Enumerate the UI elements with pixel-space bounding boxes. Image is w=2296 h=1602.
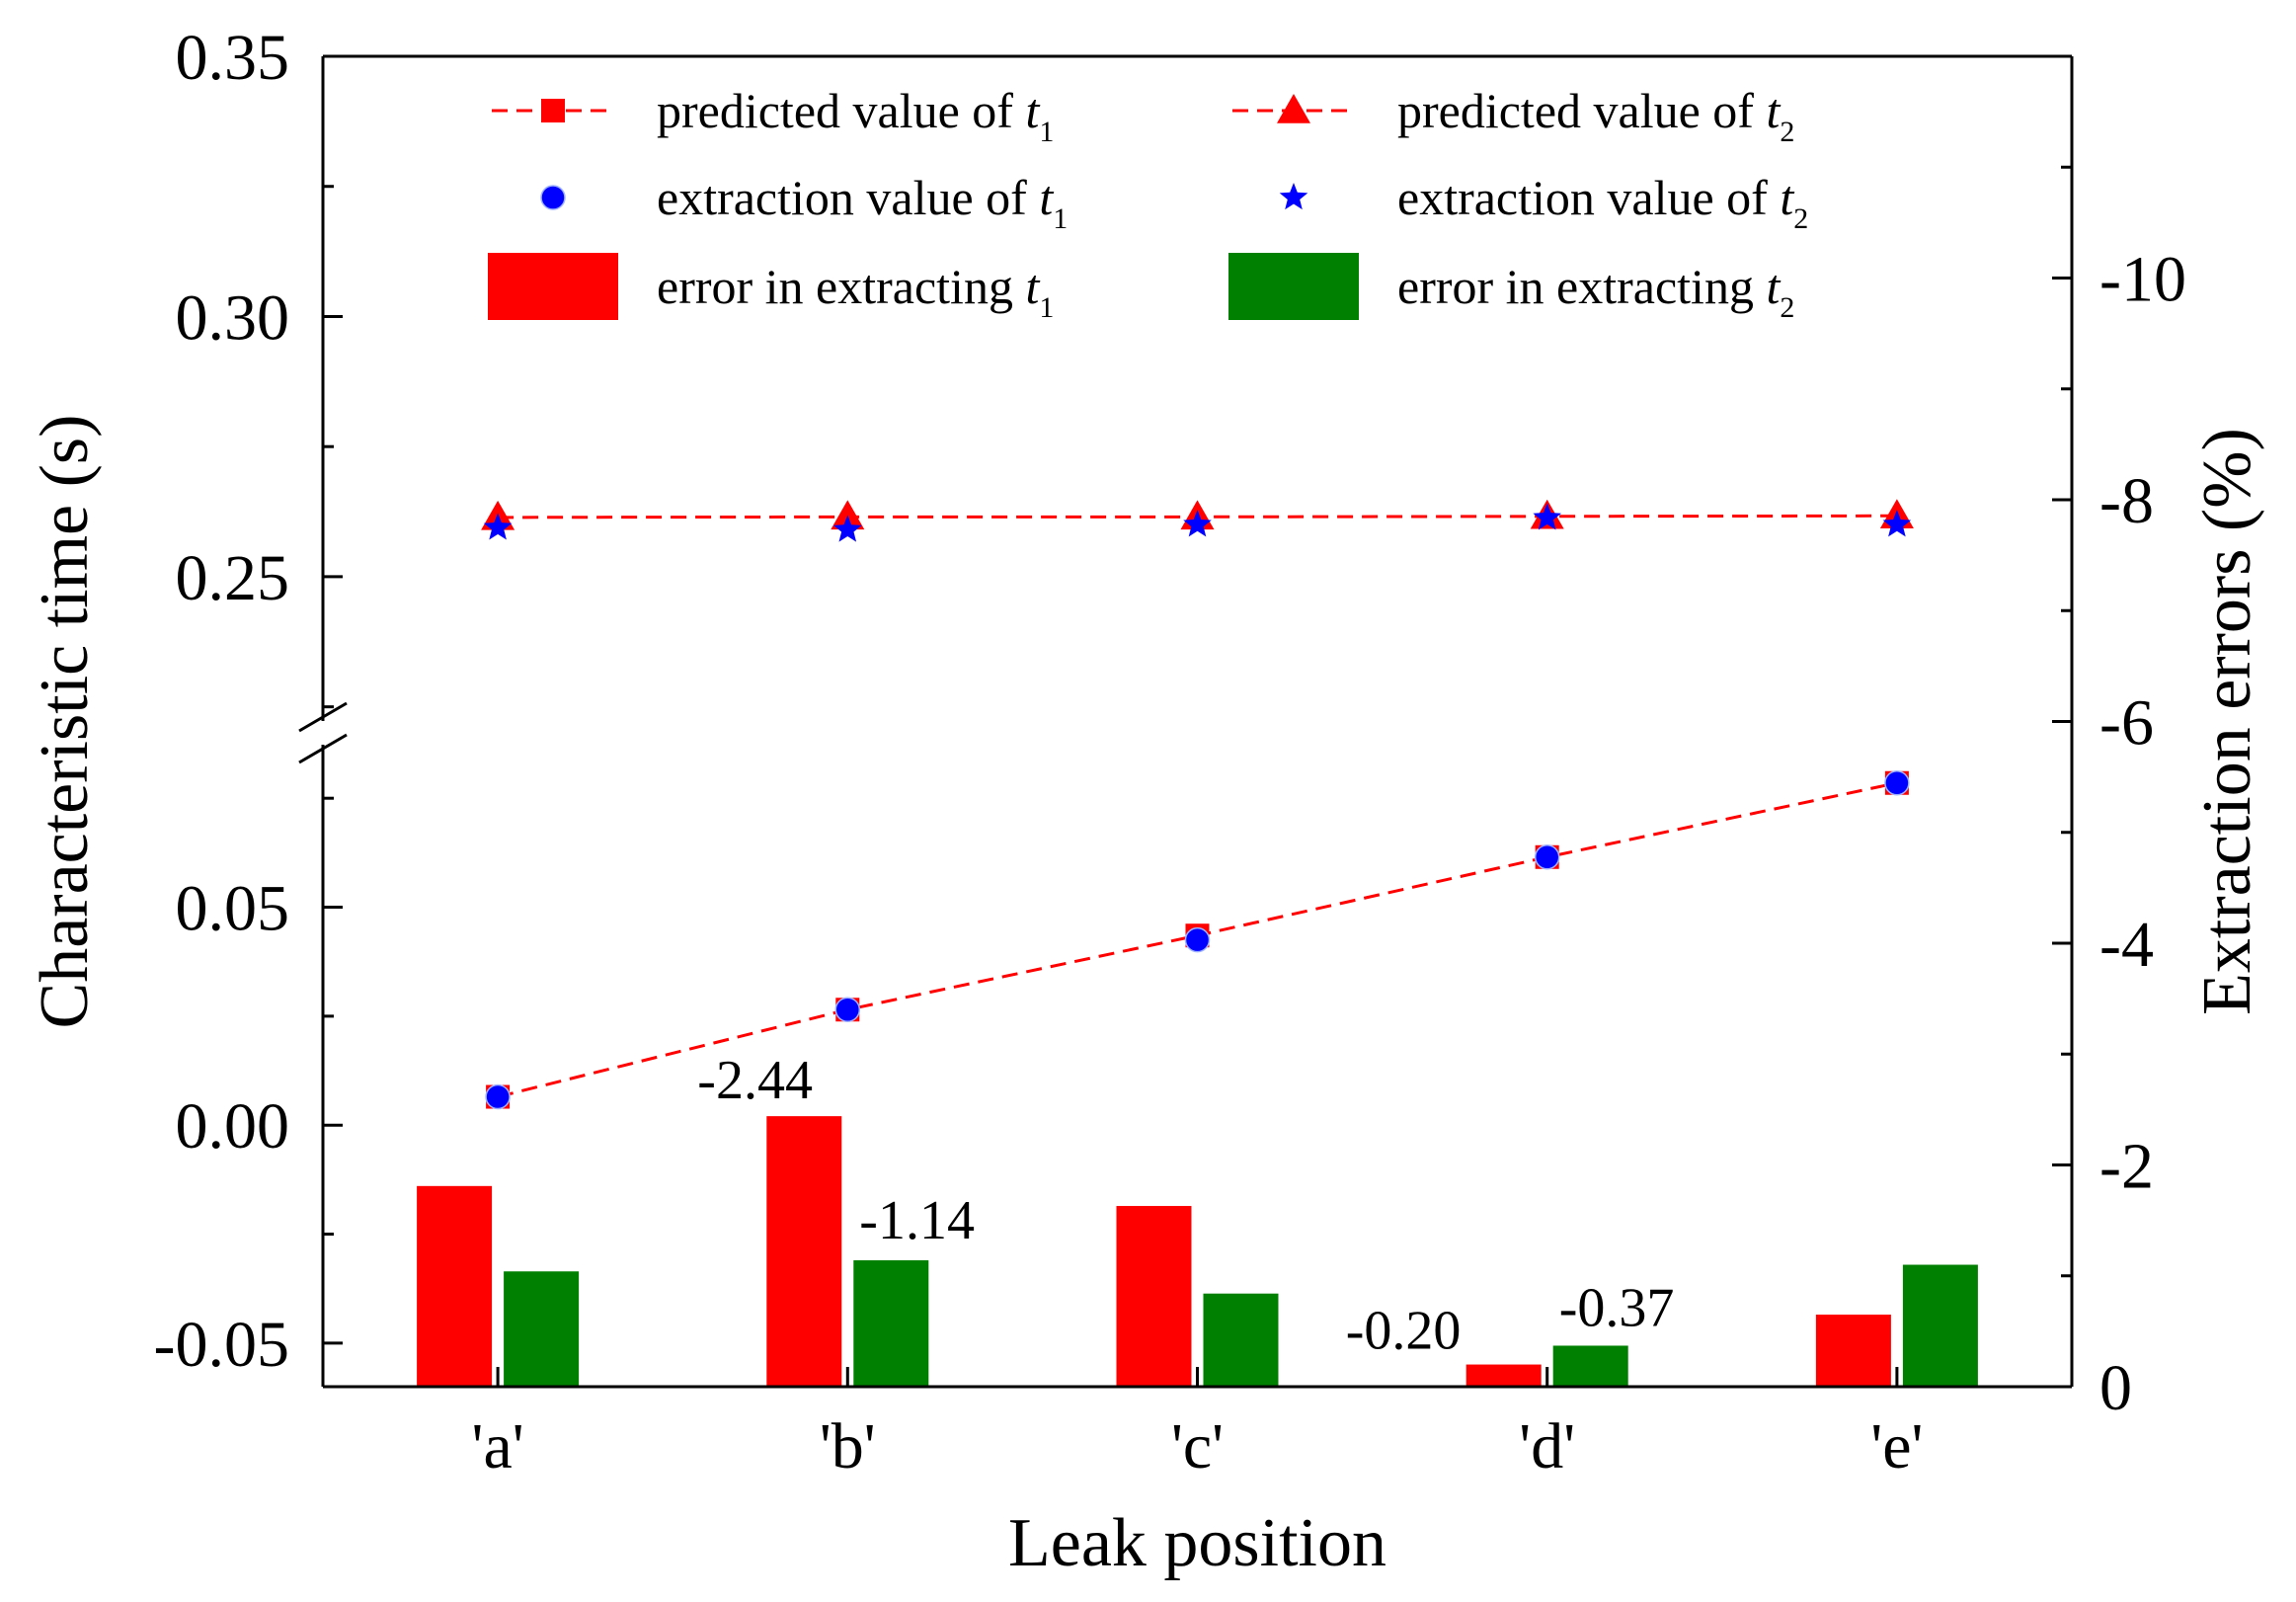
x-tick-label: 'a' xyxy=(472,1410,524,1482)
labels-layer: -0.05 0.00 0.05 0.25 0.30 0.35 0 -2 -4 -6 -8 -10 'a'… xyxy=(27,22,2265,1581)
bar-t1-error xyxy=(1465,1364,1542,1387)
x-tick-label: 'e' xyxy=(1870,1410,1923,1482)
legend-label: extraction value of t1 xyxy=(657,170,1068,235)
x-tick-label: 'b' xyxy=(820,1410,876,1482)
legend: predicted value of t1 predicted value of … xyxy=(488,83,1808,324)
bar-value-label: -0.20 xyxy=(1346,1301,1462,1362)
x-tick-label: 'd' xyxy=(1519,1410,1575,1482)
legend-label: predicted value of t2 xyxy=(1397,83,1794,148)
point-extracted-t1 xyxy=(485,1083,511,1110)
bar-t2-error xyxy=(853,1260,929,1387)
point-extracted-t1 xyxy=(1884,770,1910,796)
legend-square-marker xyxy=(541,99,565,122)
point-extracted-t2 xyxy=(833,515,862,542)
point-extracted-t1 xyxy=(834,997,861,1022)
left-tick-label: 0.05 xyxy=(176,873,290,945)
point-extracted-t2 xyxy=(1533,503,1561,530)
left-tick-label: -0.05 xyxy=(154,1309,289,1381)
bar-t1-error xyxy=(1815,1315,1891,1387)
point-extracted-t2 xyxy=(1882,510,1912,537)
bars-layer xyxy=(417,1116,1978,1387)
lines-layer xyxy=(497,514,1898,1098)
right-tick-label: -6 xyxy=(2099,687,2154,760)
legend-label: extraction value of t2 xyxy=(1397,170,1808,235)
legend-star-marker xyxy=(1279,183,1308,210)
right-axis-title: Extraction errors (%) xyxy=(2189,428,2265,1015)
left-tick-label: 0.30 xyxy=(176,281,290,354)
legend-circle-marker xyxy=(540,185,566,210)
left-tick-label: 0.00 xyxy=(176,1090,290,1162)
axes-layer xyxy=(298,54,2074,1389)
right-tick-label: -10 xyxy=(2099,244,2186,316)
bar-t2-error xyxy=(504,1271,580,1387)
legend-label: error in extracting t1 xyxy=(657,259,1054,324)
bar-t1-error xyxy=(1116,1206,1192,1387)
bar-t2-error xyxy=(1552,1345,1628,1387)
legend-triangle-marker xyxy=(1277,94,1310,123)
right-tick-label: -4 xyxy=(2099,909,2154,981)
x-axis-title: Leak position xyxy=(1008,1505,1386,1581)
x-tick-label: 'c' xyxy=(1171,1410,1224,1482)
axis-break-mark xyxy=(298,701,348,733)
points-layer xyxy=(481,499,1914,1110)
bar-value-label: -2.44 xyxy=(697,1050,813,1111)
point-extracted-t2 xyxy=(483,513,513,540)
legend-bar-swatch xyxy=(1228,253,1359,320)
left-tick-label: 0.35 xyxy=(176,22,290,94)
right-tick-label: -2 xyxy=(2099,1131,2154,1203)
bar-t1-error xyxy=(417,1185,493,1387)
legend-bar-swatch xyxy=(488,253,618,320)
left-tick-label: 0.25 xyxy=(176,542,290,614)
bar-t2-error xyxy=(1203,1293,1279,1387)
axis-break-mark xyxy=(298,733,348,764)
bar-t1-error xyxy=(766,1116,842,1387)
right-tick-label: -8 xyxy=(2099,465,2154,537)
point-extracted-t2 xyxy=(1183,510,1212,537)
bar-value-label: -1.14 xyxy=(859,1190,975,1251)
bar-value-label: -0.37 xyxy=(1559,1277,1675,1338)
legend-label: error in extracting t2 xyxy=(1397,259,1794,324)
left-axis-title: Characteristic time (s) xyxy=(27,415,103,1029)
marker-predicted-t2 xyxy=(831,500,865,530)
point-extracted-t1 xyxy=(1184,926,1211,953)
legend-label: predicted value of t1 xyxy=(657,83,1054,148)
right-tick-label: 0 xyxy=(2099,1352,2132,1424)
point-extracted-t1 xyxy=(1534,844,1560,870)
bar-t2-error xyxy=(1902,1264,1978,1387)
